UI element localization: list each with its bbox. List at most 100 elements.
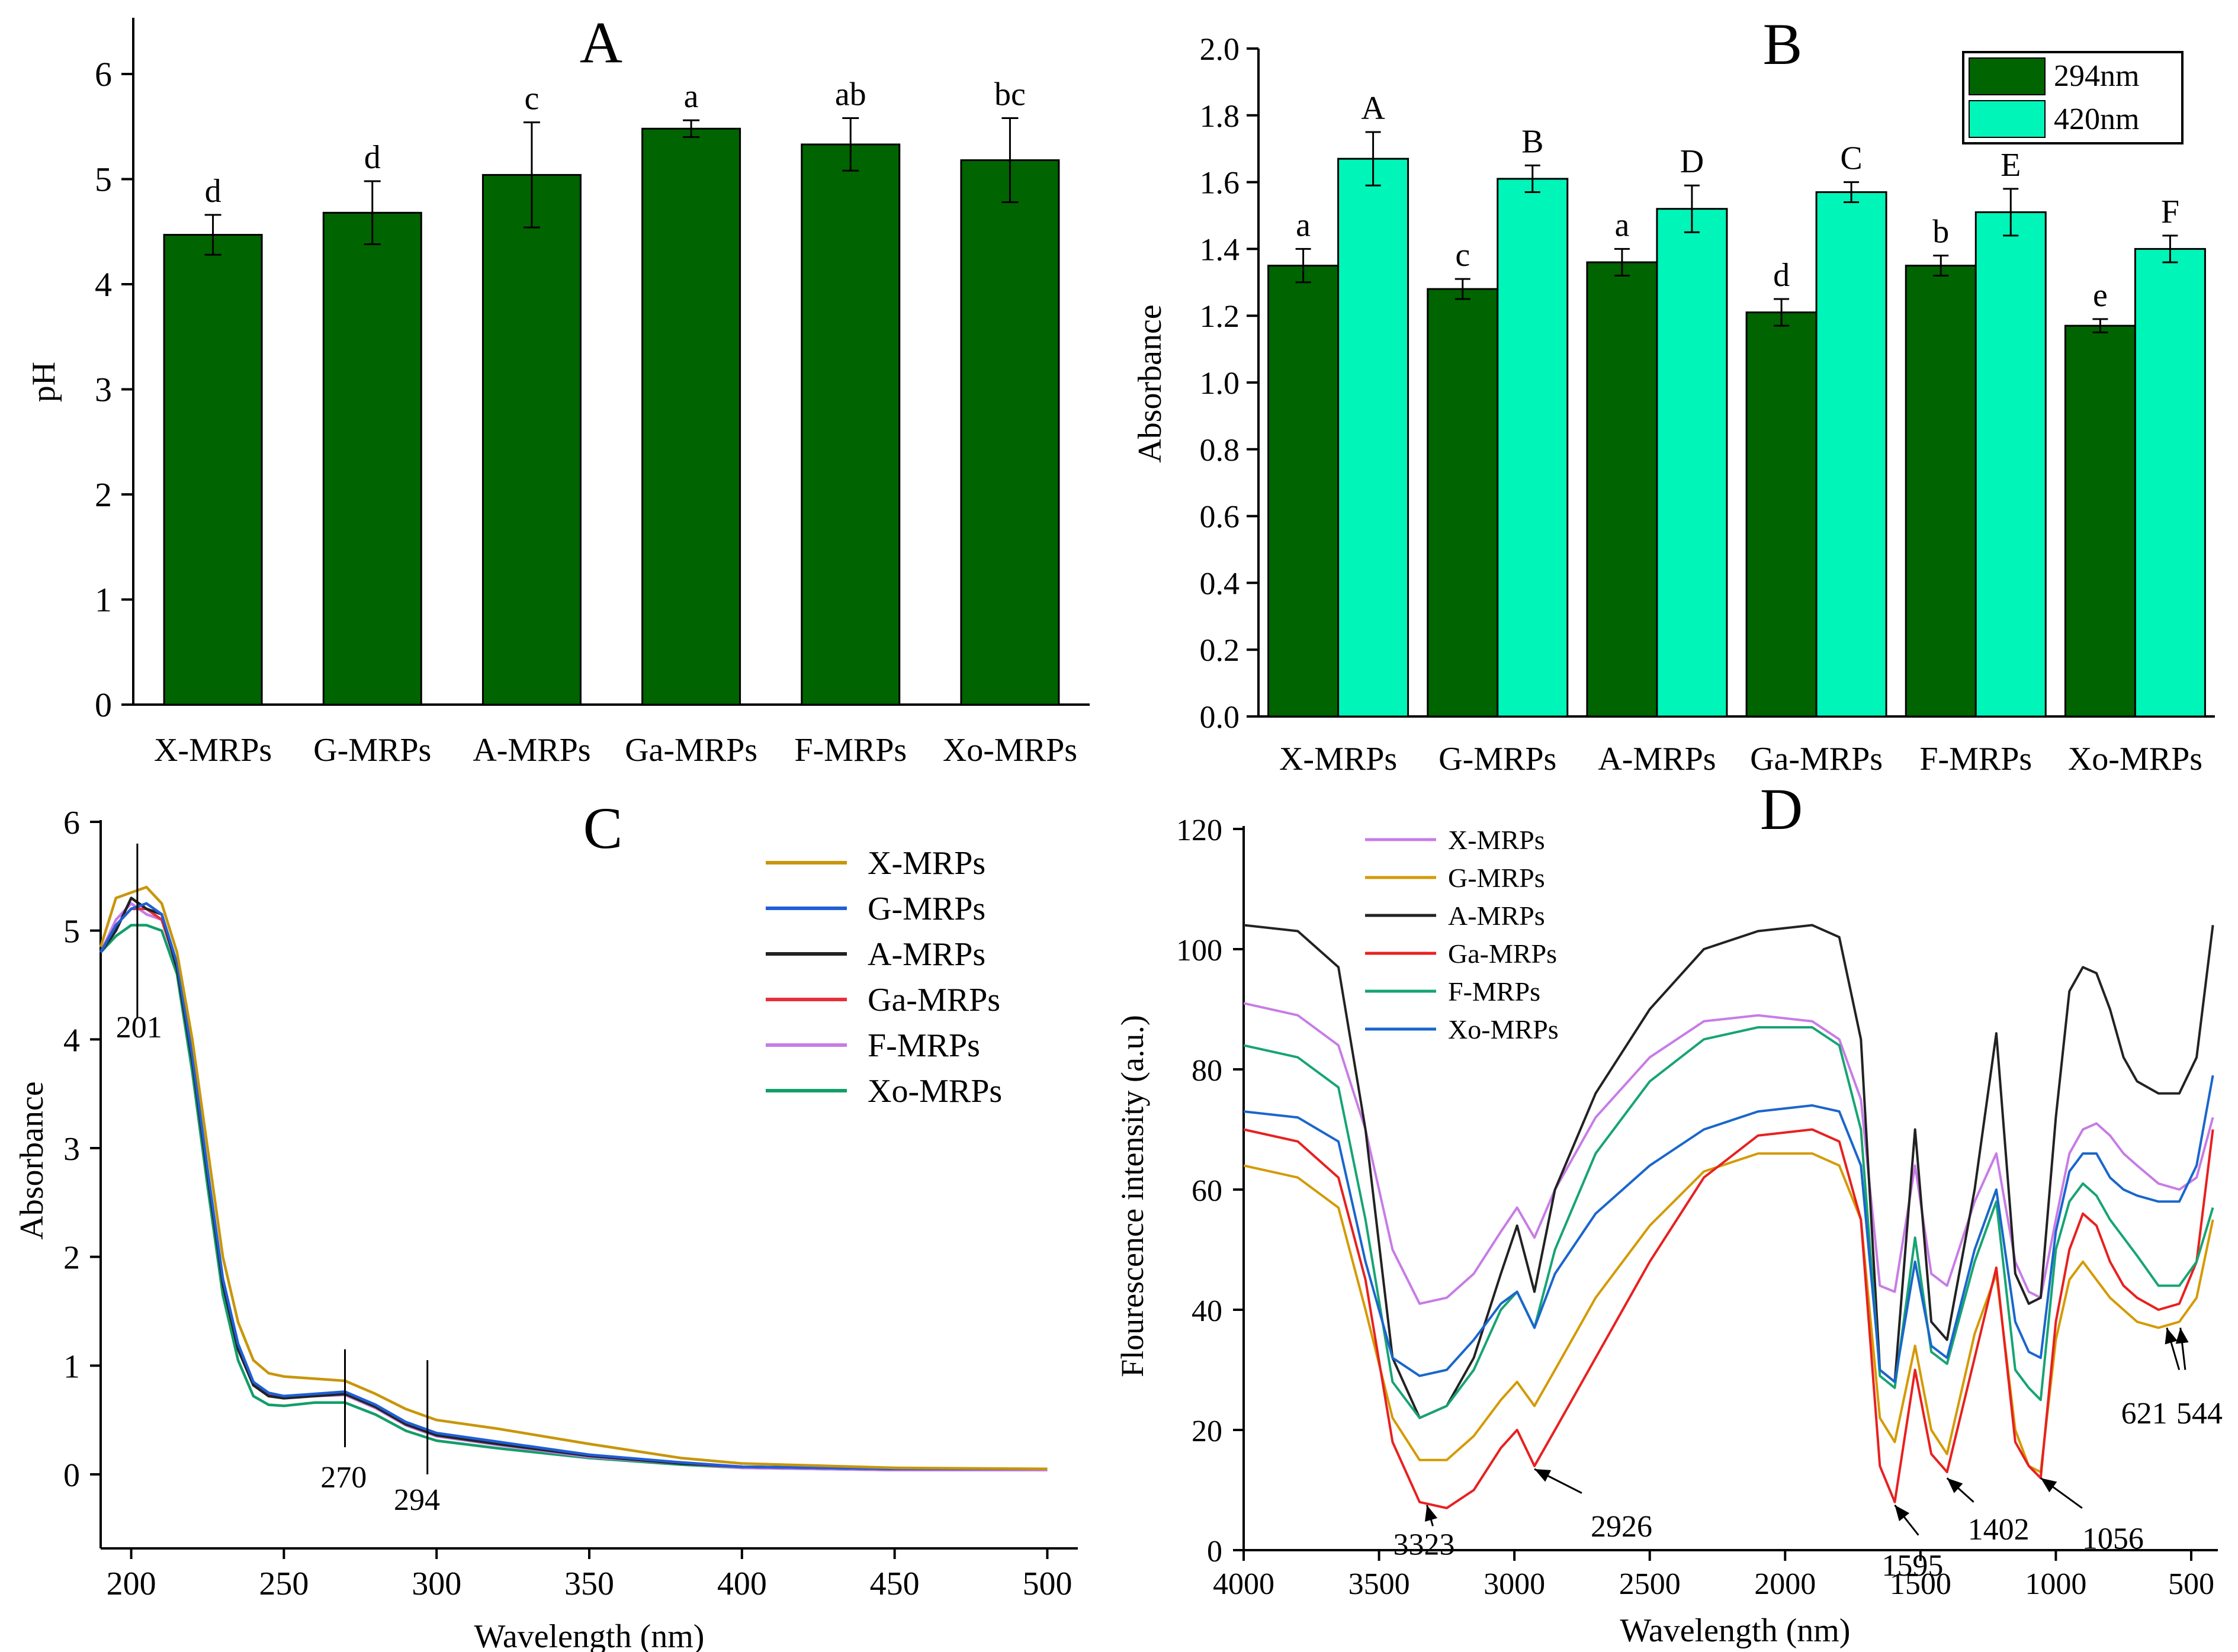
panel-c-legend-label: Ga-MRPs: [868, 982, 1000, 1018]
panel-d-annotation-arrowhead: [1895, 1505, 1910, 1522]
panel-c-y-tick-label: 6: [63, 805, 80, 841]
panel-d-y-tick-label: 40: [1192, 1294, 1222, 1328]
panel-a-y-tick-label: 4: [95, 265, 112, 304]
panel-b-x-tick-label: Ga-MRPs: [1750, 741, 1883, 777]
panel-a-x-tick-label: Xo-MRPs: [943, 732, 1077, 769]
panel-d-x-axis-label: Wavelength (nm): [1620, 1612, 1851, 1649]
panel-c-y-axis-label: Absorbance: [14, 1081, 50, 1239]
panel-d-annotation-arrowhead: [1534, 1468, 1552, 1482]
panel-d-annotation-arrowhead: [1424, 1505, 1438, 1522]
panel-d-x-tick-label: 1000: [2025, 1567, 2086, 1601]
panel-b-legend-label-294nm: 294nm: [2054, 59, 2139, 93]
panel-c-x-tick-label: 200: [107, 1566, 156, 1602]
panel-d-y-tick-label: 80: [1192, 1054, 1222, 1088]
panel-b-y-tick-label: 0.4: [1200, 565, 1240, 601]
panel-a-significance-letter: bc: [994, 76, 1026, 113]
panel-d-annotation-label: 544: [2176, 1397, 2223, 1431]
panel-c-y-tick-label: 4: [63, 1022, 80, 1059]
panel-d-y-tick-label: 0: [1207, 1535, 1222, 1569]
panel-c-uv-spectra: C Wavelength (nm) Absorbance X-MRPs G-MRP…: [14, 795, 1078, 1652]
panel-a-x-tick-label: F-MRPs: [794, 732, 907, 769]
panel-d-legend-label: A-MRPs: [1448, 901, 1545, 931]
panel-b-bar-420nm: [1337, 158, 1409, 718]
panel-c-x-axis-label: Wavelength (nm): [474, 1618, 705, 1652]
panel-a-bar: [960, 159, 1060, 706]
panel-c-series-line-G-MRPs: [99, 902, 1048, 1471]
panel-b-bar-294nm: [1905, 265, 1977, 718]
panel-b-y-tick-label: 0.8: [1200, 432, 1240, 468]
panel-d-fluorescence-spectra: D Wavelength (nm) Flourescence intensity…: [1115, 776, 2223, 1649]
panel-a-y-tick-label: 6: [95, 55, 112, 94]
panel-d-annotation-arrowhead: [1947, 1478, 1963, 1493]
panel-d-y-tick-label: 100: [1176, 934, 1222, 968]
panel-b-legend-swatch-420nm: [1969, 100, 2046, 138]
panel-c-x-tick-label: 350: [564, 1566, 614, 1602]
panel-a-bar: [641, 127, 741, 706]
panel-d-title: D: [1760, 776, 1803, 842]
panel-d-annotation-arrowhead: [2175, 1328, 2189, 1344]
panel-a-x-tick-label: G-MRPs: [313, 732, 431, 769]
panel-d-series-line-Xo-MRPs: [1243, 1075, 2214, 1383]
panel-c-x-tick-label: 500: [1022, 1566, 1072, 1602]
panel-c-y-tick-label: 1: [63, 1348, 80, 1385]
panel-c-annotation-label: 270: [320, 1461, 367, 1494]
panel-d-annotation-label: 2926: [1591, 1510, 1652, 1544]
panel-b-significance-letter: F: [2161, 194, 2179, 230]
panel-b-significance-letter: B: [1521, 123, 1543, 160]
panel-d-annotation-label: 1402: [1968, 1513, 2030, 1547]
panel-b-significance-letter: A: [1361, 90, 1385, 127]
panel-b-x-tick-label: F-MRPs: [1919, 741, 2032, 777]
panel-a-bar: [163, 234, 263, 706]
panel-c-y-tick-label: 2: [63, 1240, 80, 1277]
panel-a-title: A: [580, 9, 622, 75]
panel-d-series-line-Ga-MRPs: [1243, 1128, 2214, 1509]
panel-b-significance-letter: E: [2001, 147, 2021, 184]
panel-b-bar-294nm: [1267, 265, 1340, 718]
panel-c-x-tick-label: 450: [870, 1566, 920, 1602]
panel-b-significance-letter: D: [1680, 143, 1704, 180]
panel-b-bar-420nm: [1974, 211, 2047, 718]
panel-d-annotation-label: 3323: [1393, 1528, 1454, 1561]
panel-a-significance-letter: c: [524, 81, 539, 117]
panel-c-x-tick-label: 300: [412, 1566, 461, 1602]
panel-b-bar-294nm: [1745, 311, 1818, 718]
panel-a-y-tick-label: 1: [95, 581, 112, 619]
panel-d-y-tick-label: 120: [1176, 814, 1222, 847]
panel-a-significance-letter: a: [684, 78, 699, 115]
panel-d-x-tick-label: 3500: [1348, 1567, 1410, 1601]
panel-c-legend: X-MRPs G-MRPs A-MRPs Ga-MRPs F-MRPs Xo-MRPs: [766, 845, 1002, 1110]
panel-d-y-tick-label: 20: [1192, 1415, 1222, 1448]
panel-d-legend-label: Ga-MRPs: [1448, 939, 1557, 969]
panel-c-annotation-label: 294: [394, 1483, 440, 1517]
panel-a-bar: [801, 143, 901, 706]
panel-a-bar: [481, 173, 582, 706]
panel-b-y-tick-label: 1.6: [1200, 165, 1240, 201]
panel-b-y-tick-label: 0.6: [1200, 499, 1240, 535]
panel-d-legend-label: G-MRPs: [1448, 863, 1545, 893]
panel-a-y-tick-label: 0: [95, 686, 112, 724]
panel-c-legend-label: G-MRPs: [868, 891, 985, 927]
panel-c-annotation-label: 201: [116, 1011, 162, 1044]
panel-a-y-tick-label: 3: [95, 371, 112, 409]
panel-b-y-tick-label: 2.0: [1200, 31, 1240, 67]
panel-a-significance-letter: ab: [835, 76, 866, 113]
panel-d-x-tick-label: 500: [2168, 1567, 2214, 1601]
panel-a-significance-letter: d: [205, 173, 221, 210]
panel-a-x-tick-label: X-MRPs: [154, 732, 272, 769]
panel-c-y-tick-label: 5: [63, 914, 80, 950]
panel-d-x-tick-label: 4000: [1213, 1567, 1274, 1601]
panel-b-significance-letter: c: [1455, 237, 1470, 274]
panel-a-y-tick-label: 2: [95, 475, 112, 514]
panel-d-x-tick-label: 1500: [1890, 1567, 1951, 1601]
panel-c-legend-label: F-MRPs: [868, 1027, 980, 1064]
panel-b-bar-chart-absorbance: B Absorbance 294nm 420nm 0.0 0.2 0.4 0.6 0.8…: [1132, 11, 2215, 777]
panel-d-series-line-X-MRPs: [1243, 1002, 2214, 1305]
panel-d-annotation-arrowhead: [2040, 1478, 2057, 1493]
panel-d-series-line-G-MRPs: [1243, 1152, 2214, 1474]
panel-b-title: B: [1763, 11, 1803, 77]
panel-c-legend-label: X-MRPs: [868, 845, 985, 882]
panel-d-x-tick-label: 2000: [1754, 1567, 1816, 1601]
panel-d-x-tick-label: 3000: [1484, 1567, 1545, 1601]
panel-b-x-tick-label: X-MRPs: [1279, 741, 1397, 777]
panel-b-significance-letter: C: [1840, 140, 1862, 177]
